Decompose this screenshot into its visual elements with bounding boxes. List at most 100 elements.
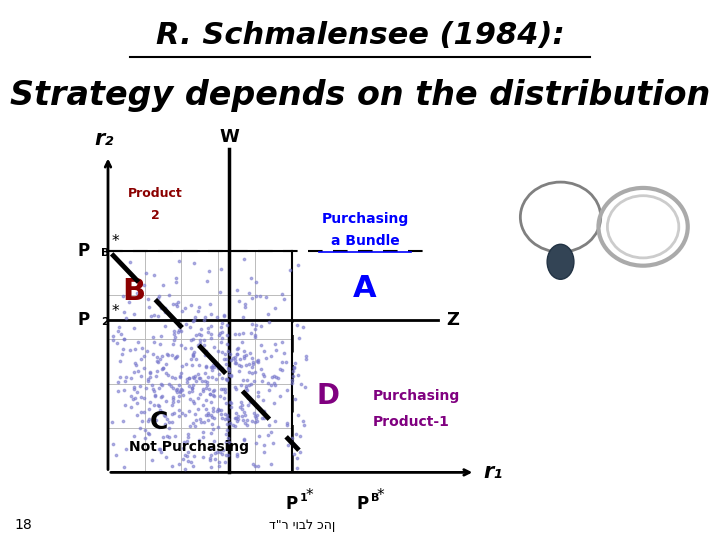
Point — [135, 393, 147, 402]
Point — [240, 418, 251, 427]
Point — [186, 336, 197, 345]
Point — [181, 374, 193, 383]
Point — [160, 322, 171, 330]
Point — [172, 397, 184, 406]
Point — [238, 376, 249, 384]
Point — [242, 376, 253, 384]
Text: C: C — [150, 410, 168, 434]
Point — [235, 362, 246, 370]
Point — [220, 438, 232, 447]
Point — [147, 332, 158, 341]
Point — [152, 353, 163, 361]
Point — [215, 265, 227, 274]
Point — [266, 373, 277, 381]
Point — [115, 329, 127, 338]
Point — [169, 353, 181, 362]
Point — [182, 433, 194, 442]
Point — [264, 421, 275, 429]
Point — [181, 437, 193, 445]
Point — [150, 371, 161, 380]
Point — [220, 350, 231, 359]
Text: 2: 2 — [151, 210, 160, 222]
Point — [163, 417, 174, 426]
Point — [144, 368, 156, 377]
Point — [142, 375, 153, 383]
Point — [235, 355, 246, 363]
Point — [238, 313, 249, 321]
Point — [287, 371, 298, 380]
Text: P: P — [357, 495, 369, 512]
Point — [189, 399, 200, 407]
Point — [186, 387, 198, 396]
Point — [217, 334, 228, 342]
Point — [198, 433, 210, 441]
Point — [224, 397, 235, 406]
Point — [202, 327, 214, 336]
Point — [150, 366, 162, 375]
Point — [149, 392, 161, 400]
Point — [230, 384, 242, 393]
Point — [289, 359, 301, 367]
Point — [194, 374, 205, 382]
Point — [160, 369, 171, 377]
Text: Purchasing: Purchasing — [321, 212, 409, 226]
Point — [219, 458, 230, 467]
Point — [210, 361, 222, 369]
Point — [169, 333, 181, 341]
Point — [177, 390, 189, 399]
Point — [216, 363, 228, 372]
Point — [158, 364, 169, 373]
Point — [224, 350, 235, 359]
Point — [135, 372, 147, 380]
Point — [202, 416, 214, 424]
Point — [221, 359, 233, 368]
Point — [236, 405, 248, 414]
Point — [155, 448, 166, 456]
Point — [238, 352, 250, 360]
Point — [215, 338, 227, 347]
Point — [219, 310, 230, 319]
Point — [139, 434, 150, 442]
Point — [294, 431, 306, 440]
Point — [189, 313, 200, 321]
Point — [138, 281, 149, 289]
Point — [161, 453, 172, 462]
Point — [221, 426, 233, 435]
Text: A: A — [354, 274, 377, 303]
Point — [117, 345, 129, 354]
Point — [252, 357, 264, 366]
Text: *: * — [377, 488, 384, 503]
Point — [233, 360, 245, 369]
Point — [202, 276, 213, 285]
Point — [187, 419, 199, 428]
Point — [295, 379, 307, 388]
Point — [196, 376, 207, 385]
Point — [123, 298, 135, 307]
Point — [258, 372, 270, 381]
Point — [231, 349, 243, 358]
Point — [135, 354, 147, 363]
Point — [155, 332, 166, 340]
Point — [197, 384, 209, 393]
Point — [138, 394, 149, 403]
Point — [201, 377, 212, 386]
Point — [157, 433, 168, 441]
Point — [225, 371, 237, 380]
Point — [157, 363, 168, 372]
Ellipse shape — [547, 244, 574, 279]
Point — [200, 410, 212, 419]
Point — [291, 454, 302, 463]
Point — [182, 447, 194, 456]
Point — [239, 411, 251, 420]
Point — [174, 373, 186, 382]
Point — [219, 409, 230, 418]
Point — [251, 411, 263, 420]
Point — [292, 370, 304, 379]
Point — [189, 374, 200, 382]
Point — [212, 347, 224, 355]
Point — [119, 462, 130, 471]
Point — [181, 452, 193, 461]
Point — [243, 394, 254, 403]
Point — [150, 298, 162, 306]
Point — [238, 329, 249, 338]
